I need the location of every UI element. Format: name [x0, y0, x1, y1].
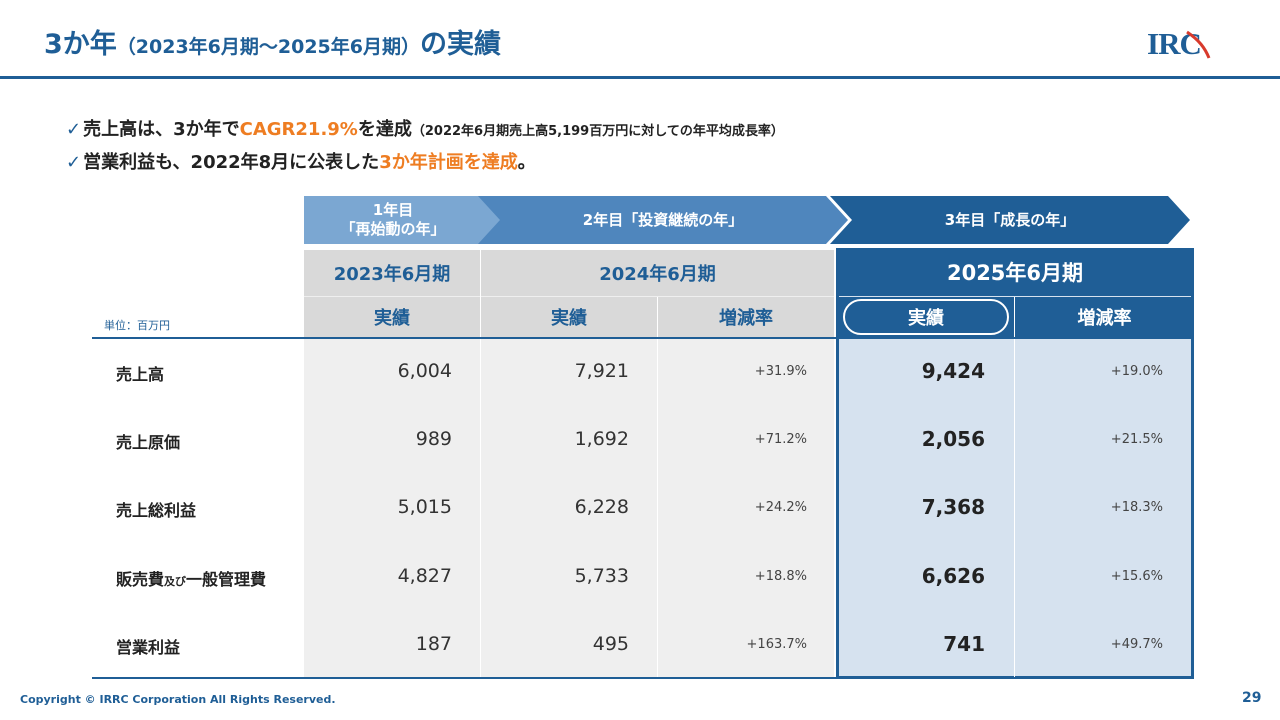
subheader-label: 増減率: [1077, 308, 1132, 329]
page-number: 29: [1242, 690, 1262, 706]
cell-2024-gross-profit-rate: +24.2%: [754, 500, 807, 515]
bullet-sales-cagr: ✓ 売上高は、3か年でCAGR21.9%を達成（2022年6月期売上高5,199百…: [66, 115, 784, 141]
bullet-note: （2022年6月期売上高5,199百万円に対しての年平均成長率）: [411, 124, 784, 139]
title-end: の実績: [420, 29, 501, 60]
subheader-label: 増減率: [719, 308, 773, 329]
row-label-part: 販売費: [116, 570, 165, 589]
column-divider: [480, 250, 481, 678]
cell-2024-sga: 5,733: [574, 565, 629, 587]
row-label-cogs: 売上原価: [116, 433, 181, 452]
cell-2024-cogs-rate: +71.2%: [754, 432, 807, 447]
cell-2024-sga-rate: +18.8%: [754, 569, 807, 584]
column-divider: [1014, 297, 1015, 678]
phase-year1: 1年目 「再始動の年」: [304, 196, 504, 244]
bullet-highlight: 3か年計画を達成: [379, 152, 518, 173]
check-icon: ✓: [66, 119, 82, 140]
copyright-footer: Copyright © IRRC Corporation All Rights …: [20, 693, 336, 706]
cell-2025-gross-profit: 7,368: [921, 495, 985, 519]
subheader-2025-actual-bg: [836, 297, 1014, 337]
phase-year2: 2年目「投資継続の年」: [478, 196, 848, 244]
year-label: 2025年6月期: [946, 261, 1084, 285]
title-period: （2023年6月期～2025年6月期）: [116, 36, 420, 58]
cell-2025-sales: 9,424: [921, 359, 985, 383]
row-label-sga: 販売費及び一般管理費: [116, 566, 266, 590]
row-label-sales: 売上高: [116, 365, 165, 384]
year-header-2025: 2025年6月期: [836, 248, 1194, 296]
phase-year3: 3年目「成長の年」: [830, 196, 1190, 244]
year-label: 2023年6月期: [333, 264, 451, 285]
cell-2023-operating-profit: 187: [415, 633, 452, 655]
year-label: 2024年6月期: [599, 264, 716, 285]
subheader-2024-actual: 実績: [481, 297, 657, 337]
cell-2023-sga: 4,827: [397, 565, 452, 587]
unit-label: 単位：百万円: [104, 319, 170, 332]
cell-2024-operating-profit: 495: [592, 633, 629, 655]
cell-2024-cogs: 1,692: [574, 428, 629, 450]
bullet-text-post: を達成: [357, 119, 412, 140]
bullet-highlight: CAGR21.9%: [239, 119, 358, 140]
phase-year1-line2: 「再始動の年」: [340, 220, 446, 238]
bullet-text-post: 。: [517, 152, 536, 173]
subheader-label: 実績: [908, 308, 944, 329]
cell-2024-operating-profit-rate: +163.7%: [746, 637, 807, 652]
cell-2025-cogs-rate: +21.5%: [1110, 432, 1163, 447]
cell-2023-gross-profit: 5,015: [397, 496, 452, 518]
cell-2025-gross-profit-rate: +18.3%: [1110, 500, 1163, 515]
bullet-text: 売上高は、3か年で: [83, 119, 240, 140]
cell-2025-operating-profit: 741: [943, 632, 985, 656]
phase-year2-label: 2年目「投資継続の年」: [582, 210, 744, 229]
cell-2025-sales-rate: +19.0%: [1110, 364, 1163, 379]
logo-swoosh: [1186, 30, 1211, 59]
cell-2025-cogs: 2,056: [921, 427, 985, 451]
bullet-text: 営業利益も、2022年8月に公表した: [83, 152, 380, 173]
page-title: 3か年（2023年6月期～2025年6月期）の実績: [44, 22, 501, 61]
subheader-2023-actual: 実績: [304, 297, 480, 337]
subheader-label: 実績: [374, 308, 410, 329]
table-rule-top: [92, 337, 1194, 339]
bullet-operating-profit: ✓ 営業利益も、2022年8月に公表した3か年計画を達成。: [66, 148, 536, 174]
check-icon: ✓: [66, 152, 82, 173]
row-label-part: 一般管理費: [186, 570, 267, 589]
cell-2025-sga-rate: +15.6%: [1110, 569, 1163, 584]
subheader-label: 実績: [551, 308, 587, 329]
row-label-gross-profit: 売上総利益: [116, 501, 197, 520]
year-header-2024: 2024年6月期: [481, 250, 834, 296]
table-rule-bottom: [92, 677, 1194, 679]
column-divider: [657, 297, 658, 678]
cell-2025-operating-profit-rate: +49.7%: [1110, 637, 1163, 652]
row-label-operating-profit: 営業利益: [116, 638, 181, 657]
phase-year3-label: 3年目「成長の年」: [944, 210, 1076, 229]
subheader-2024-change: 増減率: [658, 297, 834, 337]
cell-2025-sga: 6,626: [921, 564, 985, 588]
subheader-2025-actual-pill: 実績: [843, 299, 1009, 335]
cell-2024-sales: 7,921: [574, 360, 629, 382]
row-label-part-small: 及び: [164, 575, 187, 588]
company-logo: IRC: [1147, 26, 1211, 60]
cell-2024-gross-profit: 6,228: [574, 496, 629, 518]
cell-2024-sales-rate: +31.9%: [754, 364, 807, 379]
subheader-2025-change: 増減率: [1015, 297, 1194, 337]
title-main: 3か年: [44, 29, 117, 60]
cell-2023-sales: 6,004: [397, 360, 452, 382]
title-rule: [0, 76, 1280, 79]
title-bar: 3か年（2023年6月期～2025年6月期）の実績 IRC: [0, 0, 1280, 80]
year-header-2023: 2023年6月期: [304, 250, 480, 296]
phase-year1-line1: 1年目: [372, 201, 414, 220]
cell-2023-cogs: 989: [415, 428, 452, 450]
logo-text: IRC: [1147, 26, 1201, 60]
